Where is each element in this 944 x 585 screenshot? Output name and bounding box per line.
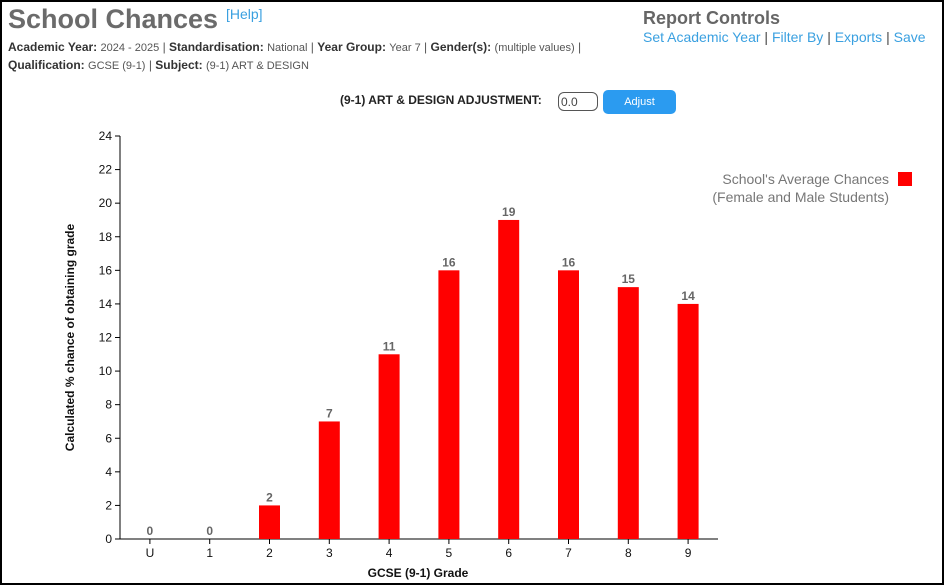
standardisation-value: National <box>267 42 308 54</box>
academic-year-label: Academic Year: <box>8 40 98 54</box>
qualification-label: Qualification: <box>8 58 85 72</box>
filter-summary-line-2: Qualification: GCSE (9-1) | Subject: (9-… <box>8 58 309 72</box>
bar[interactable] <box>617 287 639 539</box>
legend-swatch[interactable] <box>898 172 912 186</box>
report-controls-title: Report Controls <box>643 8 780 28</box>
x-tick-label: 6 <box>505 546 512 560</box>
bar-data-label: 2 <box>266 490 273 504</box>
bar[interactable] <box>378 354 400 539</box>
separator: | <box>310 40 314 54</box>
bar-data-label: 15 <box>622 272 636 286</box>
x-tick-label: 5 <box>446 546 453 560</box>
y-tick-label: 4 <box>105 465 112 479</box>
x-tick-label: U <box>146 546 155 560</box>
bar[interactable] <box>498 219 520 540</box>
separator: | <box>162 40 166 54</box>
adjustment-input[interactable] <box>558 92 598 111</box>
x-axis: U 1 2 3 4 5 6 7 8 9 <box>120 538 718 560</box>
x-tick-label: 8 <box>625 546 632 560</box>
y-tick-label: 0 <box>105 532 112 546</box>
bar-data-label: 19 <box>502 205 516 219</box>
bar[interactable] <box>558 270 579 539</box>
year-group-value: Year 7 <box>389 42 421 54</box>
bar-data-label: 0 <box>206 524 213 538</box>
separator: | <box>827 29 831 45</box>
exports-link[interactable]: Exports <box>834 29 883 45</box>
adjustment-label: (9-1) ART & DESIGN ADJUSTMENT: <box>340 93 542 107</box>
report-controls-links: Set Academic Year | Filter By | Exports … <box>643 29 926 45</box>
y-tick-label: 12 <box>99 331 113 345</box>
bar-data-label: 11 <box>383 339 396 353</box>
data-labels: 0 0 2 7 11 16 19 16 15 14 <box>147 205 696 538</box>
y-tick-label: 6 <box>105 431 112 445</box>
standardisation-label: Standardisation: <box>169 40 264 54</box>
save-link[interactable]: Save <box>893 29 926 45</box>
y-tick-label: 22 <box>99 163 113 177</box>
bar[interactable] <box>438 270 460 539</box>
academic-year-value: 2024 - 2025 <box>100 42 160 54</box>
adjust-button[interactable]: Adjust <box>603 90 676 114</box>
bar-data-label: 14 <box>681 289 695 303</box>
x-axis-title: GCSE (9-1) Grade <box>368 566 469 580</box>
y-tick-label: 2 <box>105 498 112 512</box>
separator: | <box>577 40 582 54</box>
y-tick-label: 14 <box>99 297 113 311</box>
separator: | <box>148 58 152 72</box>
y-tick-label: 8 <box>105 398 112 412</box>
y-tick-label: 24 <box>99 129 113 143</box>
gender-value: (multiple values) <box>494 42 575 54</box>
subject-label: Subject: <box>155 58 203 72</box>
bar[interactable] <box>259 505 280 539</box>
subject-value: (9-1) ART & DESIGN <box>205 60 309 72</box>
bar[interactable] <box>318 421 340 539</box>
x-tick-label: 9 <box>685 546 692 560</box>
x-tick-label: 1 <box>206 546 213 560</box>
page-title: School Chances <box>8 4 219 34</box>
filter-summary-line-1: Academic Year: 2024 - 2025 | Standardisa… <box>8 40 581 54</box>
legend: School's Average Chances (Female and Male… <box>712 171 912 205</box>
separator: | <box>424 40 428 54</box>
set-academic-year-link[interactable]: Set Academic Year <box>643 29 761 45</box>
year-group-label: Year Group: <box>317 40 386 54</box>
bar-series <box>259 219 699 540</box>
bar-data-label: 0 <box>147 524 154 538</box>
x-tick-label: 3 <box>326 546 333 560</box>
bar[interactable] <box>677 303 699 539</box>
filter-by-link[interactable]: Filter By <box>771 29 824 45</box>
bar-data-label: 16 <box>442 255 456 269</box>
legend-label: School's Average Chances <box>722 171 889 187</box>
x-tick-label: 2 <box>266 546 273 560</box>
x-tick-label: 4 <box>386 546 393 560</box>
qualification-value: GCSE (9-1) <box>88 60 146 72</box>
help-link[interactable]: [Help] <box>226 6 263 22</box>
y-axis-title: Calculated % chance of obtaining grade <box>63 223 77 451</box>
gender-label: Gender(s): <box>430 40 492 54</box>
y-tick-label: 16 <box>99 263 113 277</box>
bar-data-label: 7 <box>326 406 333 420</box>
y-tick-label: 20 <box>99 196 113 210</box>
x-tick-label: 7 <box>565 546 572 560</box>
legend-label: (Female and Male Students) <box>712 189 889 205</box>
separator: | <box>886 29 890 45</box>
bar-data-label: 16 <box>562 255 576 269</box>
y-tick-label: 10 <box>99 364 113 378</box>
y-tick-label: 18 <box>99 230 113 244</box>
separator: | <box>764 29 769 45</box>
